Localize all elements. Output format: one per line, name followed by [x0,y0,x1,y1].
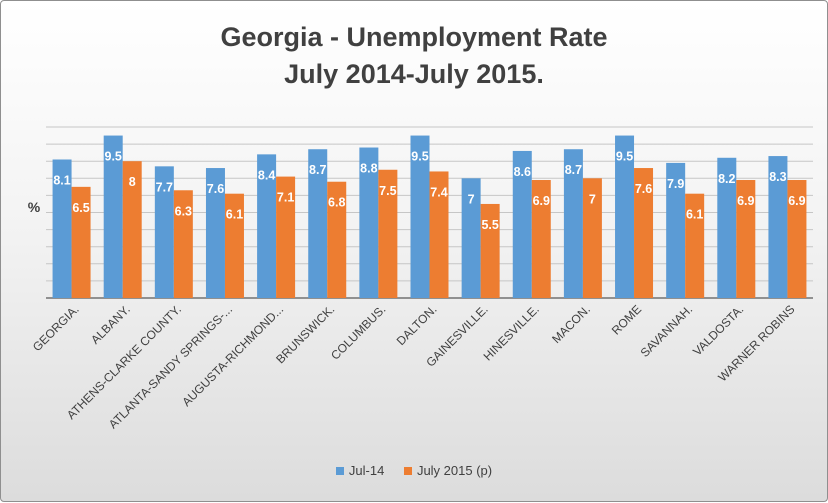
data-label: 8.7 [309,163,326,177]
chart-title-line-1: Georgia - Unemployment Rate [220,22,608,52]
x-tick-label: MACON. [549,302,593,346]
x-tick-label: VALDOSTA. [690,302,746,358]
x-tick-label: SAVANNAH. [638,302,696,360]
data-label: 9.5 [105,150,122,164]
data-label: 8.7 [565,163,582,177]
bar-jul-14 [52,159,72,298]
bar-jul-14 [768,156,788,298]
bar-july-2015 [71,186,91,298]
data-label: 8.2 [718,172,735,186]
bar-jul-14 [205,168,225,298]
bar-july-2015 [327,181,347,298]
bar-july-2015 [736,180,756,298]
data-label: 7.5 [379,184,396,198]
data-label: 6.9 [788,194,805,208]
legend-label-july-2015: July 2015 (p) [416,463,493,478]
data-label: 8.4 [258,168,275,182]
bar-july-2015 [531,180,551,298]
data-label: 8.8 [360,162,377,176]
data-label: 5.5 [481,218,498,232]
bar-july-2015 [224,193,244,298]
data-label: 6.1 [686,208,703,222]
data-label: 6.5 [72,201,89,215]
data-label: 7.7 [156,180,173,194]
data-label: 8 [129,175,136,189]
bar-jul-14 [666,162,686,298]
data-label: 7 [468,192,475,206]
legend-item-jul-14: Jul-14 [335,463,385,478]
y-axis-label: % [28,199,41,215]
bar-jul-14 [410,135,430,298]
x-tick-label: AUGUSTA-RICHMOND... [179,302,286,409]
bar-july-2015 [685,193,705,298]
bar-jul-14 [512,150,532,298]
bar-jul-14 [461,178,481,298]
data-label: 6.9 [737,194,754,208]
chart-title: Georgia - Unemployment Rate July 2014-Ju… [1,19,827,93]
data-label: 8.6 [514,165,531,179]
chart-title-line-2: July 2014-July 2015. [284,59,544,89]
bar-july-2015 [122,161,142,298]
x-tick-label: DALTON. [394,302,440,348]
bar-july-2015 [173,190,193,298]
bar-jul-14 [257,154,277,298]
legend-item-july-2015: July 2015 (p) [403,463,493,478]
bar-july-2015 [378,169,398,298]
bar-july-2015 [634,168,654,298]
bar-july-2015 [582,178,602,298]
data-label: 6.1 [226,208,243,222]
legend-swatch-july-2015 [403,467,412,475]
data-label: 7.6 [635,182,652,196]
data-label: 7.9 [667,177,684,191]
data-label: 9.5 [616,150,633,164]
x-tick-label: GEORGIA. [30,302,82,354]
bar-jul-14 [359,147,379,298]
x-tick-label: ROME [609,302,644,337]
data-label: 7 [589,192,596,206]
bar-jul-14 [308,149,328,298]
data-label: 8.1 [53,173,70,187]
bar-jul-14 [563,149,583,298]
x-tick-label: COLUMBUS. [328,302,388,362]
data-label: 7.1 [277,191,294,205]
x-tick-label: ALBANY. [88,302,133,347]
bar-jul-14 [615,135,635,298]
bar-july-2015 [480,203,500,298]
bar-july-2015 [787,180,807,298]
legend-swatch-jul-14 [335,467,344,475]
bar-jul-14 [717,157,737,298]
bar-jul-14 [154,166,174,298]
data-label: 6.9 [533,194,550,208]
data-label: 6.8 [328,196,345,210]
data-label: 7.4 [430,185,447,199]
legend: Jul-14 July 2015 (p) [1,463,827,478]
data-label: 9.5 [411,150,428,164]
bar-jul-14 [103,135,123,298]
data-label: 7.6 [207,182,224,196]
legend-label-jul-14: Jul-14 [348,463,385,478]
bar-july-2015 [429,171,449,298]
bar-july-2015 [276,176,296,298]
data-label: 8.3 [769,170,786,184]
data-label: 6.3 [175,204,192,218]
